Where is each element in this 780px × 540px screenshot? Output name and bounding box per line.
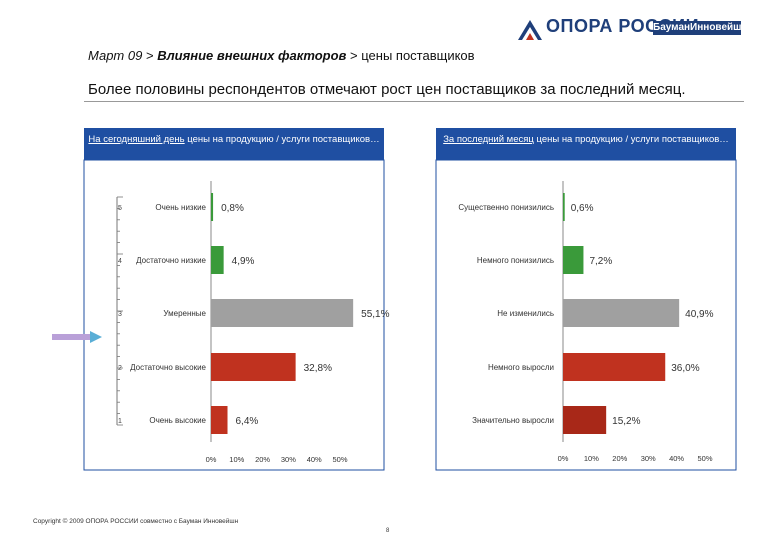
- chart-0-bar: [211, 193, 214, 221]
- chart-1-value-label: 36,0%: [671, 363, 699, 374]
- chart-0-value-label: 55,1%: [361, 309, 389, 320]
- copyright: Copyright © 2009 ОПОРА РОССИИ совместно …: [33, 518, 239, 525]
- chart-1-category-label: Немного понизились: [477, 256, 554, 265]
- breadcrumb-part3: цены поставщиков: [361, 48, 475, 63]
- breadcrumb-part2: Влияние внешних факторов: [157, 48, 347, 63]
- chart-1-category-label: Немного выросли: [488, 363, 554, 372]
- chart-1-bar: [563, 246, 584, 274]
- chart-0-scale-label: 5: [118, 205, 122, 212]
- chart-0-bar: [211, 246, 224, 274]
- page-headline: Более половины респондентов отмечают рос…: [88, 81, 686, 98]
- right-panel-title: За последний месяц цены на продукцию / у…: [436, 128, 736, 160]
- chart-1-value-label: 7,2%: [589, 256, 612, 267]
- chart-0-tick-label: 40%: [307, 455, 322, 464]
- chart-0-category-label: Достаточно высокие: [130, 363, 206, 372]
- chart-0-bar: [211, 353, 296, 381]
- page-number: 8: [386, 528, 390, 534]
- right-title-rest: цены на продукцию / услуги поставщиков…: [533, 134, 729, 145]
- breadcrumb: Март 09 > Влияние внешних факторов > цен…: [88, 48, 475, 63]
- chart-0-tick-label: 10%: [229, 455, 244, 464]
- chart-1-tick-label: 50%: [697, 454, 712, 463]
- chart-0-category-label: Очень высокие: [149, 416, 206, 425]
- chart-1-bar: [563, 193, 565, 221]
- chart-1-value-label: 15,2%: [612, 416, 640, 427]
- chart-1-tick-label: 30%: [641, 454, 656, 463]
- header-divider: [84, 101, 744, 102]
- chart-1-bar: [563, 406, 607, 434]
- chart-0-scale-label: 4: [118, 258, 122, 265]
- chart-1-bar: [563, 299, 680, 327]
- chart-0-tick-label: 0%: [206, 455, 217, 464]
- chart-1-category-label: Существенно понизились: [458, 203, 554, 212]
- chart-0-tick-label: 20%: [255, 455, 270, 464]
- chart-1-tick-label: 40%: [669, 454, 684, 463]
- chart-0-value-label: 32,8%: [304, 363, 332, 374]
- flag-logo-icon: [518, 20, 542, 40]
- chart-1-value-label: 40,9%: [685, 309, 713, 320]
- chart-0-frame: [83, 159, 385, 471]
- chart-0-bar: [211, 299, 354, 327]
- chart-0-bar: [211, 406, 228, 434]
- chart-1-tick-label: 0%: [558, 454, 569, 463]
- chart-1-value-label: 0,6%: [571, 203, 594, 214]
- arrow-decoration-icon: [52, 331, 102, 343]
- chart-0-tick-label: 50%: [332, 455, 347, 464]
- left-title-rest: цены на продукцию / услуги поставщиков…: [184, 134, 380, 145]
- chart-0-category-label: Очень низкие: [155, 203, 206, 212]
- chart-1-category-label: Не изменились: [497, 309, 554, 318]
- chart-0-value-label: 6,4%: [236, 416, 259, 427]
- chart-1-tick-label: 20%: [612, 454, 627, 463]
- right-title-underlined: За последний месяц: [443, 134, 534, 145]
- chart-0-tick-label: 30%: [281, 455, 296, 464]
- left-panel-title: На сегодняшний день цены на продукцию / …: [84, 128, 384, 160]
- breadcrumb-sep-2: >: [350, 48, 358, 63]
- chart-1-category-label: Значительно выросли: [472, 416, 554, 425]
- chart-1-bar: [563, 353, 666, 381]
- left-title-underlined: На сегодняшний день: [88, 134, 185, 145]
- chart-1-tick-label: 10%: [584, 454, 599, 463]
- chart-0-scale-label: 3: [118, 311, 122, 318]
- chart-0-scale-label: 2: [118, 365, 122, 372]
- chart-0-value-label: 0,8%: [221, 203, 244, 214]
- chart-0-value-label: 4,9%: [232, 256, 255, 267]
- chart-0-scale-label: 1: [118, 418, 122, 425]
- chart-0-category-label: Достаточно низкие: [136, 256, 206, 265]
- chart-0-category-label: Умеренные: [163, 309, 206, 318]
- chart-1-frame: [435, 159, 737, 471]
- partner-logo: БауманИнновейшн: [653, 21, 748, 35]
- breadcrumb-part1: Март 09: [88, 48, 143, 63]
- breadcrumb-sep-1: >: [145, 48, 154, 63]
